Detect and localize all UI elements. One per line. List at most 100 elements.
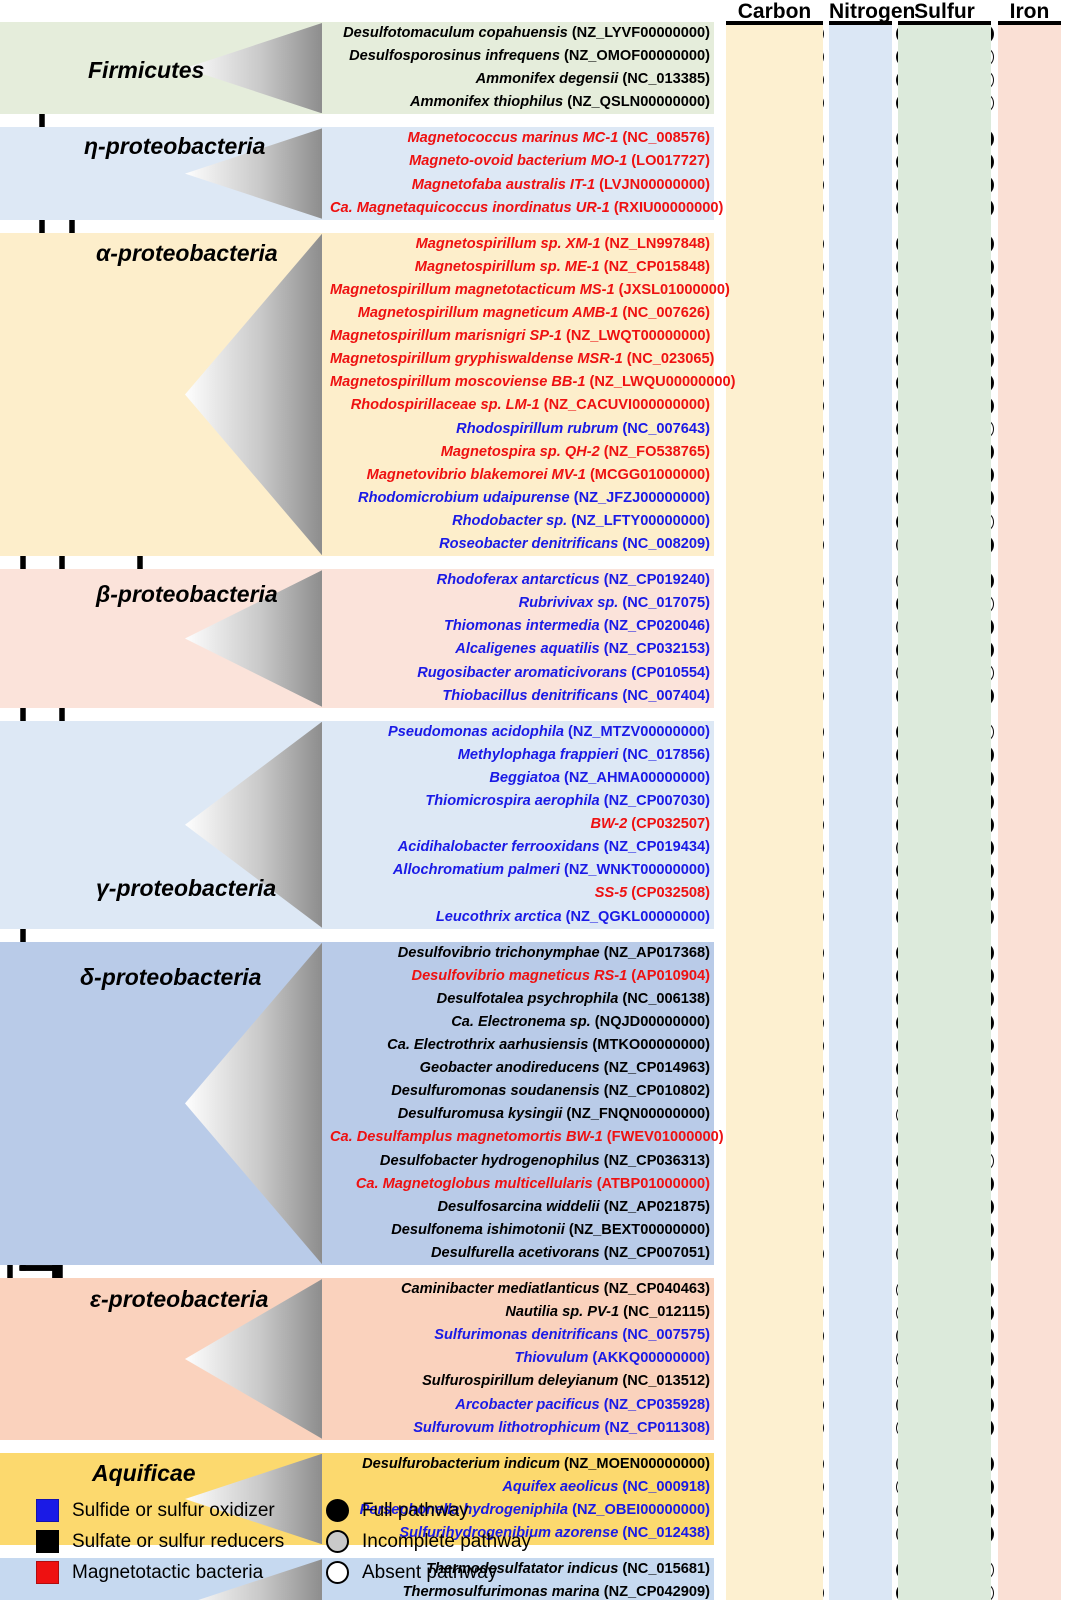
taxon-label: Beggiatoa (NZ_AHMA00000000) [489,769,710,786]
taxon-label: Desulfovibrio trichonymphae (NZ_AP017368… [397,944,710,961]
legend-label: Sulfide or sulfur oxidizer [72,1499,275,1521]
taxon-label: Ca. Magnetoglobus multicellularis (ATBP0… [355,1175,710,1192]
taxon-label: Sulfurihydrogenibium azorense (NC_012438… [399,1525,710,1542]
taxon-label: Rhodomicrobium udaipurense (NZ_JFZJ00000… [358,489,710,506]
taxon-label: Magnetovibrio blakemorei MV-1 (MCGG01000… [366,466,710,483]
group-band [0,1278,714,1440]
header-rule-nitrogen [829,21,892,25]
taxon-label: SS-5 (CP032508) [594,885,710,902]
group-band [0,1452,714,1546]
taxon-label: Magnetococcus marinus MC-1 (NC_008576) [407,130,710,147]
matrix-strip-nitrogen [829,22,892,1600]
legend-color-swatch [36,1530,59,1553]
clade-label: ε-proteobacteria [90,1286,269,1313]
taxon-label: Rhodospirillum rubrum (NC_007643) [456,420,710,437]
taxon-label: Desulfurella acetivorans (NZ_CP007051) [430,1244,710,1261]
header-rule-carbon [726,21,823,25]
group-band [0,127,714,220]
taxon-label: Leucothrix arctica (NZ_QGKL00000000) [435,908,710,925]
clade-label: η-proteobacteria [84,133,266,160]
taxon-label: Rhodospirillaceae sp. LM-1 (NZ_CACUVI000… [350,397,710,414]
taxon-label: Desulfobacter hydrogenophilus (NZ_CP0363… [379,1152,710,1169]
header-title-carbon: Carbon [737,0,812,23]
clade-label: β-proteobacteria [96,581,278,608]
taxon-label: Ca. Electrothrix aarhusiensis (MTKO00000… [387,1037,710,1054]
taxon-label: Magneto-ovoid bacterium MO-1 (LO017727) [409,153,710,170]
taxon-label: Allochromatium palmeri (NZ_WNKT00000000) [392,862,710,879]
taxon-label: Magnetofaba australis IT-1 (LVJN00000000… [411,176,710,193]
taxon-label: Thiomicrospira aerophila (NZ_CP007030) [425,793,710,810]
taxon-label: Sulfurospirillum deleyianum (NC_013512) [422,1373,710,1390]
taxon-label: Aquifex aeolicus (NC_000918) [502,1478,710,1495]
taxon-label: Magnetospira sp. QH-2 (NZ_FO538765) [440,443,710,460]
taxon-label: Acidihalobacter ferrooxidans (NZ_CP01943… [397,839,710,856]
legend-label: Full pathway [362,1499,469,1521]
taxon-label: Thiovulum (AKKQ00000000) [514,1350,710,1367]
taxon-label: Thermosulfurimonas marina (NZ_CP042909) [402,1584,710,1600]
matrix-strip-iron [998,22,1061,1600]
taxon-label: Sulfurimonas denitrificans (NC_007575) [434,1327,710,1344]
taxon-label: Desulfotalea psychrophila (NC_006138) [436,990,710,1007]
header-rule-iron [998,21,1061,25]
taxon-label: Magnetospirillum moscoviense BB-1 (NZ_LW… [330,374,736,391]
clade-wedge [185,233,322,556]
clade-label: Firmicutes [88,57,205,83]
clade-wedge [185,23,322,114]
header-rule-sulfur [898,21,991,25]
taxon-label: Rubrivivax sp. (NC_017075) [518,595,710,612]
clade-label: α-proteobacteria [96,239,278,266]
taxon-label: Rhodoferax antarcticus (NZ_CP019240) [436,572,710,589]
legend-pathway-dot [326,1499,349,1522]
taxon-label: Desulfosarcina widdelii (NZ_AP021875) [437,1198,710,1215]
taxon-label: Magnetospirillum sp. XM-1 (NZ_LN997848) [415,235,710,252]
clade-label: Aquificae [92,1459,196,1486]
taxa-column: Caminibacter mediatlanticus (NZ_CP040463… [330,1278,710,1440]
taxon-label: Thiomonas intermedia (NZ_CP020046) [443,618,710,635]
taxon-label: Desulfotomaculum copahuensis (NZ_LYVF000… [343,25,710,41]
taxon-label: Desulfovibrio magneticus RS-1 (AP010904) [411,967,710,984]
clade-wedge [185,721,322,928]
legend-row: Absent pathway [326,1557,531,1588]
taxa-column: Desulfurobacterium indicum (NZ_MOEN00000… [330,1453,710,1545]
legend-label: Sulfate or sulfur reducers [72,1530,285,1552]
taxon-label: Rhodobacter sp. (NZ_LFTY00000000) [452,512,710,529]
legend-row: Sulfate or sulfur reducers [36,1526,284,1557]
taxon-label: Desulfurobacterium indicum (NZ_MOEN00000… [362,1455,710,1472]
taxa-column: Magnetococcus marinus MC-1 (NC_008576) Ma… [330,127,723,219]
legend-pathway-key: Full pathway Incomplete pathway Absent pat… [326,1495,531,1588]
taxon-label: Nautilia sp. PV-1 (NC_012115) [505,1304,710,1321]
taxon-label: Alcaligenes aquatilis (NZ_CP032153) [455,641,710,658]
taxon-label: Ca. Desulfamplus magnetomortis BW-1 (FWE… [330,1129,724,1146]
clade-wedge [185,570,322,707]
header-title-iron: Iron [1009,0,1050,23]
taxon-label: Caminibacter mediatlanticus (NZ_CP040463… [400,1281,710,1298]
taxon-label: Ammonifex thiophilus (NZ_QSLN00000000) [409,94,710,111]
taxon-label: Ca. Electronema sp. (NQJD00000000) [451,1013,710,1030]
taxa-column: Pseudomonas acidophila (NZ_MTZV00000000)… [330,721,710,929]
legend-label: Absent pathway [362,1561,498,1583]
taxon-label: Geobacter anodireducens (NZ_CP014963) [419,1060,710,1077]
taxon-label: Desulfonema ishimotonii (NZ_BEXT00000000… [391,1221,710,1238]
taxon-label: Ammonifex degensii (NC_013385) [475,71,710,88]
legend-row: Full pathway [326,1495,531,1526]
clade-wedge [185,1279,322,1439]
clade-wedge [185,1453,322,1545]
group-band [0,232,714,557]
taxon-label: BW-2 (CP032507) [590,816,711,833]
taxon-label: Arcobacter pacificus (NZ_CP035928) [455,1396,710,1413]
group-band [0,22,714,115]
clade-wedge [185,128,322,219]
taxon-label: Persephonella hydrogeniphila (NZ_OBEI000… [359,1501,710,1518]
clade-label: γ-proteobacteria [96,874,277,901]
matrix-strip-sulfur [898,22,991,1600]
legend-pathway-dot [326,1561,349,1584]
taxa-column: Rhodoferax antarcticus (NZ_CP019240) Rubr… [330,569,710,708]
legend-label: Incomplete pathway [362,1530,531,1552]
header-title-sulfur: Sulfur [914,0,975,23]
taxon-label: Sulfurovum lithotrophicum (NZ_CP011308) [413,1419,710,1436]
taxon-label: Magnetospirillum magneticum AMB-1 (NC_00… [357,305,710,322]
taxa-column: Desulfotomaculum copahuensis (NZ_LYVF000… [330,22,710,114]
taxon-label: Rugosibacter aromaticivorans (CP010554) [417,664,710,681]
group-band [0,720,714,929]
